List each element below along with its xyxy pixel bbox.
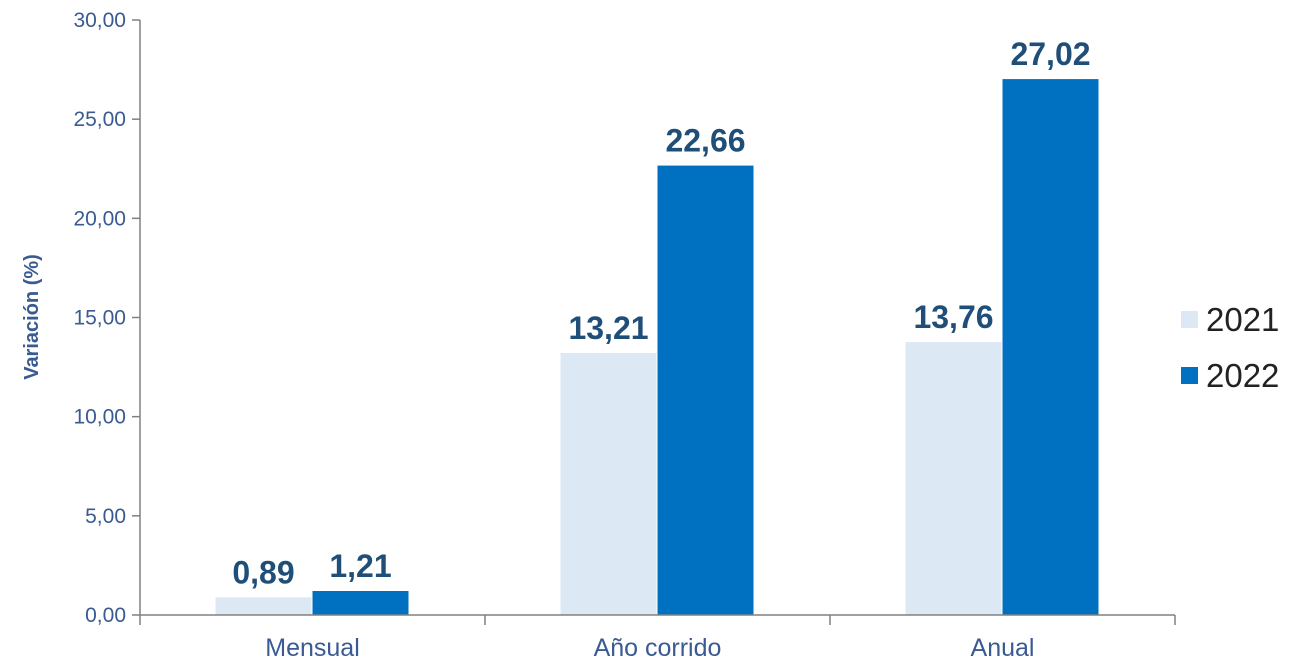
y-tick-label: 30,00 bbox=[73, 9, 126, 32]
bars bbox=[215, 79, 1099, 615]
bar-2021 bbox=[215, 597, 312, 615]
bar-2021 bbox=[905, 342, 1002, 615]
y-tick-label: 0,00 bbox=[85, 604, 126, 627]
value-labels: 0,89 1,21 13,21 22,66 13,76 27,02 bbox=[232, 36, 1090, 590]
y-tick-label: 10,00 bbox=[73, 406, 126, 429]
data-label: 27,02 bbox=[1010, 36, 1090, 72]
y-tick-label: 15,00 bbox=[73, 307, 126, 330]
x-category-label: Anual bbox=[971, 634, 1035, 662]
y-tick-label: 20,00 bbox=[73, 207, 126, 230]
legend-swatch-2021 bbox=[1181, 311, 1198, 328]
x-category-label: Año corrido bbox=[594, 634, 722, 662]
legend-swatch-2022 bbox=[1181, 367, 1198, 384]
y-axis-title: Variación (%) bbox=[21, 254, 43, 380]
bar-2021 bbox=[560, 353, 657, 615]
data-label: 13,76 bbox=[913, 299, 993, 335]
bar-2022 bbox=[312, 591, 409, 615]
y-tick-label: 25,00 bbox=[73, 108, 126, 131]
data-label: 13,21 bbox=[568, 310, 648, 346]
legend: 2021 2022 bbox=[1181, 301, 1279, 394]
bar-2022 bbox=[1002, 79, 1099, 615]
data-label: 22,66 bbox=[665, 123, 745, 159]
legend-label: 2022 bbox=[1206, 357, 1279, 394]
data-label: 1,21 bbox=[329, 548, 391, 584]
legend-label: 2021 bbox=[1206, 301, 1279, 338]
x-axis: Mensual Año corrido Anual bbox=[139, 614, 1176, 662]
bar-2022 bbox=[657, 165, 754, 615]
y-tick-label: 5,00 bbox=[85, 505, 126, 528]
y-axis-ticks: 0,00 5,00 10,00 15,00 20,00 25,00 30,00 bbox=[73, 9, 141, 627]
data-label: 0,89 bbox=[232, 554, 294, 590]
x-category-label: Mensual bbox=[265, 634, 360, 662]
